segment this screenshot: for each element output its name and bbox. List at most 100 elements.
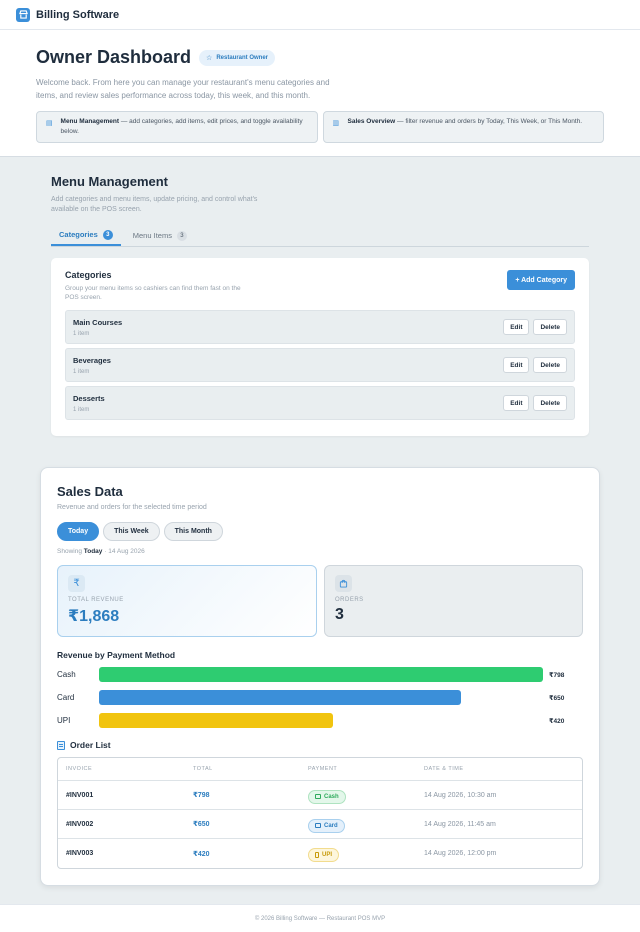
payment-bar	[99, 690, 461, 705]
payment-bar-value: ₹420	[549, 717, 565, 725]
hero-section: Owner Dashboard ☆ Restaurant Owner Welco…	[0, 30, 640, 157]
role-badge-label: Restaurant Owner	[216, 54, 268, 61]
tab-label: Categories	[59, 230, 98, 239]
period-this-week-button[interactable]: This Week	[103, 522, 160, 541]
app-header: Billing Software	[0, 0, 640, 30]
payment-bar	[99, 713, 333, 728]
sales-description: Revenue and orders for the selected time…	[57, 504, 207, 511]
table-row[interactable]: #INV003 ₹420 UPI 14 Aug 2026, 12:00 pm	[58, 839, 582, 868]
period-today-button[interactable]: Today	[57, 522, 100, 541]
panel-title: Categories	[65, 270, 112, 280]
stat-label: TOTAL REVENUE	[68, 597, 124, 603]
column-header: PAYMENT	[308, 766, 338, 772]
column-header: DATE & TIME	[424, 766, 464, 772]
role-badge: ☆ Restaurant Owner	[199, 49, 275, 66]
phone-icon	[315, 851, 319, 858]
info-card-title: Menu Management	[60, 118, 120, 125]
order-datetime: 14 Aug 2026, 12:00 pm	[424, 850, 497, 857]
info-card-text: — filter revenue and orders by Today, Th…	[395, 118, 583, 125]
payment-bar-row: Card ₹650	[57, 690, 583, 705]
delete-button[interactable]: Delete	[533, 357, 567, 373]
showing-period: Today	[83, 548, 103, 555]
category-item-count: 1 item	[73, 406, 90, 413]
order-datetime: 14 Aug 2026, 10:30 am	[424, 791, 497, 799]
shopping-bag-icon	[335, 575, 352, 592]
sales-data-card: Sales Data Revenue and orders for the se…	[40, 467, 600, 886]
table-row[interactable]: #INV001 ₹798 Cash 14 Aug 2026, 10:30 am	[58, 781, 582, 810]
category-item-count: 1 item	[73, 368, 90, 375]
table-row[interactable]: #INV002 ₹650 Card 14 Aug 2026, 11:45 am	[58, 810, 582, 839]
order-total: ₹798	[193, 792, 210, 799]
order-datetime: 14 Aug 2026, 11:45 am	[424, 820, 496, 828]
showing-period-text: Showing Today · 14 Aug 2026	[57, 548, 145, 555]
panel-description: Group your menu items so cashiers can fi…	[65, 285, 241, 301]
tab-menu-items[interactable]: Menu Items 3	[125, 225, 195, 246]
payment-bar-label: Cash	[57, 670, 76, 679]
section-title: Menu Management	[51, 174, 169, 189]
payment-method-title: Revenue by Payment Method	[57, 650, 176, 660]
orders-value: 3	[335, 606, 344, 623]
stat-label: ORDERS	[335, 597, 364, 603]
order-table: INVOICE TOTAL PAYMENT DATE & TIME #INV00…	[57, 757, 583, 869]
section-description: Add categories and menu items, update pr…	[51, 196, 258, 213]
payment-method-bars: Cash ₹798 Card ₹650 UPI ₹420	[57, 667, 583, 728]
menu-management-info-card: ▤ Menu Management — add categories, add …	[36, 111, 318, 143]
tab-categories[interactable]: Categories 3	[51, 225, 121, 246]
cash-icon	[315, 794, 321, 799]
invoice-id: #INV003	[66, 850, 94, 857]
category-name: Desserts	[73, 393, 105, 403]
payment-bar-row: UPI ₹420	[57, 713, 583, 728]
payment-bar-label: Card	[57, 693, 75, 702]
page-title: Owner Dashboard	[36, 47, 192, 67]
category-row: Desserts 1 item Edit Delete	[65, 386, 575, 420]
tab-label: Menu Items	[132, 231, 172, 240]
add-category-button[interactable]: + Add Category	[507, 270, 575, 290]
period-filter: Today This Week This Month	[57, 522, 583, 541]
total-revenue-value: ₹1,868	[68, 608, 120, 625]
receipt-icon	[57, 740, 65, 750]
category-name: Main Courses	[73, 317, 123, 327]
category-name: Beverages	[73, 355, 111, 365]
payment-bar-value: ₹798	[549, 671, 565, 679]
info-card-title: Sales Overview	[347, 118, 396, 125]
column-header: TOTAL	[193, 766, 213, 772]
payment-badge: Card	[308, 818, 345, 833]
edit-button[interactable]: Edit	[503, 357, 530, 373]
footer: © 2026 Billing Software — Restaurant POS…	[0, 904, 640, 932]
info-card-text: — add categories, add items, edit prices…	[60, 118, 303, 135]
chart-icon: ▥	[332, 120, 340, 127]
order-list-title: Order List	[57, 740, 583, 750]
store-icon	[16, 7, 30, 22]
tab-count-badge: 3	[102, 229, 113, 240]
edit-button[interactable]: Edit	[503, 395, 530, 411]
sales-title: Sales Data	[57, 484, 123, 499]
rupee-icon: ₹	[68, 575, 85, 592]
invoice-id: #INV001	[66, 791, 94, 799]
edit-button[interactable]: Edit	[503, 319, 530, 335]
star-icon: ☆	[206, 54, 213, 62]
table-header: INVOICE TOTAL PAYMENT DATE & TIME	[58, 758, 582, 781]
category-row: Beverages 1 item Edit Delete	[65, 348, 575, 382]
brand-name[interactable]: Billing Software	[36, 8, 120, 21]
category-row: Main Courses 1 item Edit Delete	[65, 310, 575, 344]
delete-button[interactable]: Delete	[533, 395, 567, 411]
column-header: INVOICE	[66, 766, 93, 772]
delete-button[interactable]: Delete	[533, 319, 567, 335]
category-list: Main Courses 1 item Edit Delete Beverage…	[65, 310, 575, 420]
payment-bar-row: Cash ₹798	[57, 667, 583, 682]
main-content: Menu Management Add categories and menu …	[0, 157, 640, 909]
payment-bar-value: ₹650	[549, 694, 565, 702]
period-this-month-button[interactable]: This Month	[163, 522, 223, 541]
welcome-description: Welcome back. From here you can manage y…	[36, 78, 330, 100]
categories-panel: Categories Group your menu items so cash…	[51, 258, 589, 436]
payment-badge: Cash	[308, 789, 346, 804]
category-item-count: 1 item	[73, 330, 90, 337]
menu-management-section: Menu Management Add categories and menu …	[51, 174, 589, 436]
order-total: ₹650	[193, 821, 210, 828]
payment-bar-label: UPI	[57, 716, 71, 725]
showing-date: · 14 Aug 2026	[102, 548, 145, 555]
menu-tabs: Categories 3 Menu Items 3	[51, 225, 589, 247]
payment-bar	[99, 667, 543, 682]
card-icon	[315, 823, 321, 828]
order-total: ₹420	[193, 850, 210, 858]
